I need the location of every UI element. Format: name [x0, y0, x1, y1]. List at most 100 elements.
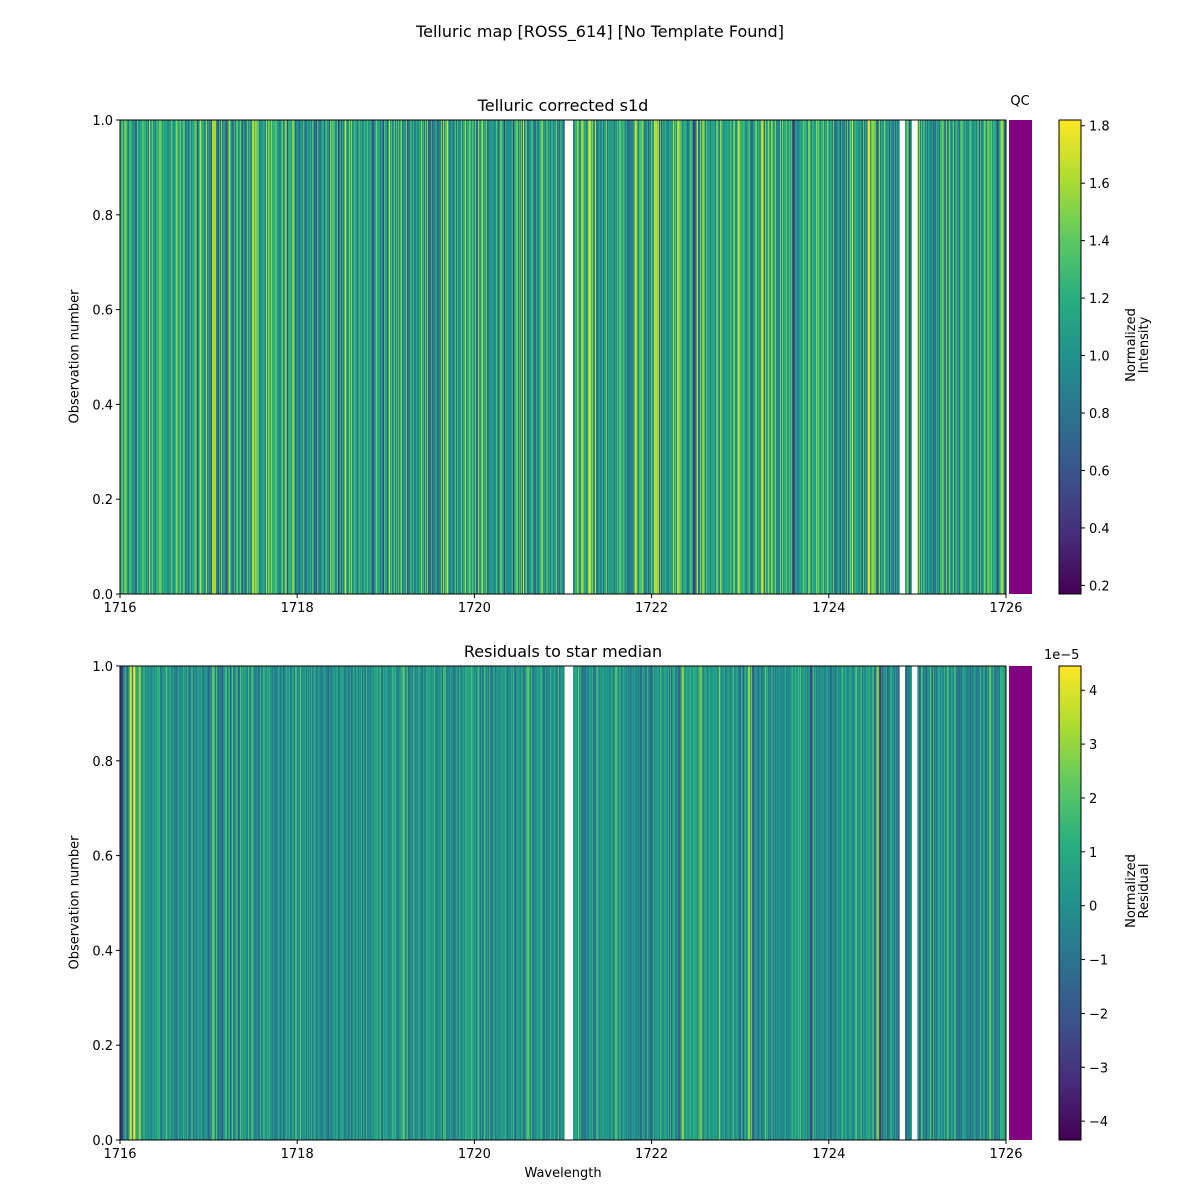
heatmap-column: [706, 666, 708, 1140]
heatmap-column: [499, 120, 501, 594]
heatmap-column: [288, 120, 290, 594]
heatmap-column: [907, 120, 909, 594]
heatmap-column: [150, 120, 152, 594]
heatmap-column: [498, 666, 500, 1140]
heatmap-column: [232, 120, 234, 594]
heatmap-column: [260, 120, 262, 594]
heatmap-column: [451, 120, 453, 594]
heatmap-column: [325, 666, 327, 1140]
heatmap-column: [431, 120, 433, 594]
heatmap-column: [367, 120, 369, 594]
heatmap-column: [738, 666, 740, 1140]
heatmap-column: [890, 120, 892, 594]
heatmap-column: [416, 666, 418, 1140]
heatmap-column: [676, 120, 678, 594]
y-tick-label: 0.6: [92, 850, 113, 865]
heatmap-column: [822, 120, 824, 594]
heatmap-column: [839, 666, 841, 1140]
heatmap-column: [760, 666, 762, 1140]
heatmap-column: [533, 120, 535, 594]
heatmap-column: [976, 666, 978, 1140]
heatmap-column: [175, 120, 177, 594]
y-tick-label: 1.0: [92, 660, 113, 675]
heatmap-column: [321, 120, 323, 594]
x-tick-label: 1724: [812, 601, 845, 616]
heatmap-column: [863, 666, 865, 1140]
heatmap-column: [869, 666, 871, 1140]
heatmap-column: [482, 666, 484, 1140]
heatmap-column: [773, 666, 775, 1140]
heatmap-column: [409, 666, 411, 1140]
heatmap-column: [461, 120, 463, 594]
heatmap-column: [960, 666, 962, 1140]
heatmap-column: [434, 120, 436, 594]
heatmap-column: [354, 120, 356, 594]
heatmap-column: [255, 666, 257, 1140]
heatmap-column: [675, 120, 677, 594]
heatmap-column: [985, 120, 987, 594]
heatmap-column: [168, 666, 170, 1140]
heatmap-column: [817, 120, 819, 594]
heatmap-column: [326, 120, 328, 594]
heatmap-column: [866, 120, 868, 594]
heatmap-column: [802, 666, 804, 1140]
heatmap-column: [1000, 120, 1002, 594]
heatmap-column: [673, 120, 675, 594]
y-tick-label: 0.6: [92, 304, 113, 319]
heatmap-column: [517, 666, 519, 1140]
heatmap-column: [337, 120, 339, 594]
heatmap-column: [375, 120, 377, 594]
heatmap-column: [472, 120, 474, 594]
heatmap-column: [999, 666, 1001, 1140]
heatmap-column: [358, 666, 360, 1140]
heatmap-column: [563, 120, 565, 594]
heatmap-column: [809, 666, 811, 1140]
heatmap-column: [309, 666, 311, 1140]
heatmap-column: [458, 666, 460, 1140]
heatmap-column: [776, 120, 778, 594]
heatmap-column: [546, 666, 548, 1140]
heatmap-column: [831, 666, 833, 1140]
heatmap-column: [737, 120, 739, 594]
heatmap-column: [294, 666, 296, 1140]
heatmap-column: [631, 120, 633, 594]
heatmap-column: [585, 666, 587, 1140]
heatmap-column: [316, 120, 318, 594]
heatmap-column: [588, 666, 590, 1140]
heatmap-column: [216, 666, 218, 1140]
heatmap-column: [228, 120, 230, 594]
heatmap-column: [399, 120, 401, 594]
heatmap-column: [692, 666, 694, 1140]
heatmap-column: [548, 666, 550, 1140]
heatmap-column: [780, 666, 782, 1140]
heatmap-column: [684, 666, 686, 1140]
heatmap-column: [695, 120, 697, 594]
heatmap-column: [620, 120, 622, 594]
heatmap-column: [376, 666, 378, 1140]
heatmap-column: [165, 666, 167, 1140]
heatmap-column: [999, 120, 1001, 594]
heatmap-column: [608, 666, 610, 1140]
heatmap-column: [309, 120, 311, 594]
heatmap-column: [955, 120, 957, 594]
heatmap-column: [438, 120, 440, 594]
heatmap-column: [745, 120, 747, 594]
heatmap-column: [205, 120, 207, 594]
heatmap-column: [274, 120, 276, 594]
heatmap-column: [193, 666, 195, 1140]
heatmap-column: [616, 120, 618, 594]
heatmap-column: [601, 120, 603, 594]
heatmap-column: [743, 120, 745, 594]
heatmap-column: [579, 120, 581, 594]
heatmap-column: [686, 120, 688, 594]
heatmap-column: [604, 120, 606, 594]
heatmap-column: [882, 120, 884, 594]
heatmap-column: [147, 120, 149, 594]
heatmap-column: [351, 120, 353, 594]
heatmap-column: [225, 666, 227, 1140]
heatmap-column: [244, 120, 246, 594]
heatmap-column: [722, 120, 724, 594]
heatmap-feature-line: [748, 666, 751, 1140]
heatmap-column: [304, 120, 306, 594]
x-tick-label: 1724: [812, 1147, 845, 1162]
